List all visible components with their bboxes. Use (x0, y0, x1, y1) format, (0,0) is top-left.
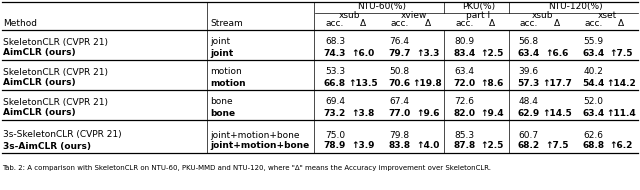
Text: 56.8: 56.8 (519, 37, 539, 47)
Text: ↑6.6: ↑6.6 (545, 48, 568, 58)
Text: PKU(%): PKU(%) (461, 2, 495, 12)
Text: 79.8: 79.8 (390, 131, 410, 139)
Text: 80.9: 80.9 (454, 37, 474, 47)
Text: 68.2: 68.2 (518, 142, 540, 150)
Text: acc.: acc. (455, 20, 474, 28)
Text: 75.0: 75.0 (325, 131, 345, 139)
Text: joint+motion+bone: joint+motion+bone (210, 131, 300, 139)
Text: AimCLR (ours): AimCLR (ours) (3, 48, 76, 58)
Text: acc.: acc. (520, 20, 538, 28)
Text: 62.9: 62.9 (518, 108, 540, 117)
Text: 69.4: 69.4 (325, 97, 345, 107)
Text: ↑3.9: ↑3.9 (351, 142, 375, 150)
Text: 62.6: 62.6 (584, 131, 604, 139)
Text: 50.8: 50.8 (390, 67, 410, 77)
Text: ↑14.5: ↑14.5 (542, 108, 572, 117)
Text: 83.4: 83.4 (453, 48, 476, 58)
Text: 54.4: 54.4 (582, 78, 605, 88)
Text: ↑17.7: ↑17.7 (542, 78, 572, 88)
Text: ↑7.5: ↑7.5 (610, 48, 633, 58)
Text: NTU-120(%): NTU-120(%) (548, 2, 602, 12)
Text: bone: bone (210, 108, 235, 117)
Text: 48.4: 48.4 (519, 97, 539, 107)
Text: joint+motion+bone: joint+motion+bone (210, 142, 309, 150)
Text: AimCLR (ours): AimCLR (ours) (3, 78, 76, 88)
Text: 68.8: 68.8 (582, 142, 604, 150)
Text: joint: joint (210, 48, 233, 58)
Text: 63.4: 63.4 (454, 67, 474, 77)
Text: ↑9.6: ↑9.6 (416, 108, 439, 117)
Text: bone: bone (210, 97, 232, 107)
Text: 63.4: 63.4 (582, 108, 605, 117)
Text: 72.6: 72.6 (454, 97, 474, 107)
Text: Δ: Δ (489, 20, 495, 28)
Text: SkeletonCLR (CVPR 21): SkeletonCLR (CVPR 21) (3, 67, 108, 77)
Text: 63.4: 63.4 (582, 48, 605, 58)
Text: xsub: xsub (339, 12, 360, 21)
Text: 83.8: 83.8 (388, 142, 411, 150)
Text: ↑4.0: ↑4.0 (416, 142, 439, 150)
Text: part I: part I (466, 12, 490, 21)
Text: ↑8.6: ↑8.6 (481, 78, 504, 88)
Text: ↑13.5: ↑13.5 (348, 78, 378, 88)
Text: 87.8: 87.8 (453, 142, 476, 150)
Text: motion: motion (210, 67, 242, 77)
Text: xsub: xsub (532, 12, 554, 21)
Text: 74.3: 74.3 (324, 48, 346, 58)
Text: SkeletonCLR (CVPR 21): SkeletonCLR (CVPR 21) (3, 97, 108, 107)
Text: Tab. 2: A comparison with SkeletonCLR on NTU-60, PKU-MMD and NTU-120, where "Δ" : Tab. 2: A comparison with SkeletonCLR on… (2, 165, 491, 171)
Text: ↑2.5: ↑2.5 (481, 48, 504, 58)
Text: 55.9: 55.9 (583, 37, 604, 47)
Text: Δ: Δ (424, 20, 431, 28)
Text: xset: xset (598, 12, 617, 21)
Text: SkeletonCLR (CVPR 21): SkeletonCLR (CVPR 21) (3, 37, 108, 47)
Text: acc.: acc. (390, 20, 409, 28)
Text: acc.: acc. (326, 20, 344, 28)
Text: 78.9: 78.9 (324, 142, 346, 150)
Text: 60.7: 60.7 (519, 131, 539, 139)
Text: Δ: Δ (360, 20, 366, 28)
Text: 67.4: 67.4 (390, 97, 410, 107)
Text: motion: motion (210, 78, 246, 88)
Text: 73.2: 73.2 (324, 108, 346, 117)
Text: Δ: Δ (618, 20, 625, 28)
Text: ↑2.5: ↑2.5 (481, 142, 504, 150)
Text: 70.6: 70.6 (388, 78, 411, 88)
Text: ↑14.2: ↑14.2 (607, 78, 636, 88)
Text: ↑19.8: ↑19.8 (413, 78, 442, 88)
Text: 63.4: 63.4 (518, 48, 540, 58)
Text: Method: Method (3, 20, 37, 28)
Text: xview: xview (401, 12, 427, 21)
Text: 39.6: 39.6 (519, 67, 539, 77)
Text: 66.8: 66.8 (324, 78, 346, 88)
Text: ↑11.4: ↑11.4 (607, 108, 636, 117)
Text: joint: joint (210, 37, 230, 47)
Text: 79.7: 79.7 (388, 48, 411, 58)
Text: Δ: Δ (554, 20, 560, 28)
Text: ↑9.4: ↑9.4 (481, 108, 504, 117)
Text: ↑7.5: ↑7.5 (545, 142, 568, 150)
Text: 72.0: 72.0 (453, 78, 476, 88)
Text: ↑3.8: ↑3.8 (351, 108, 374, 117)
Text: 3s-SkeletonCLR (CVPR 21): 3s-SkeletonCLR (CVPR 21) (3, 131, 122, 139)
Text: 52.0: 52.0 (584, 97, 604, 107)
Text: 53.3: 53.3 (325, 67, 345, 77)
Text: acc.: acc. (584, 20, 603, 28)
Text: ↑6.0: ↑6.0 (351, 48, 374, 58)
Text: NTU-60(%): NTU-60(%) (357, 2, 406, 12)
Text: 85.3: 85.3 (454, 131, 474, 139)
Text: 3s-AimCLR (ours): 3s-AimCLR (ours) (3, 142, 91, 150)
Text: 57.3: 57.3 (518, 78, 540, 88)
Text: ↑3.3: ↑3.3 (416, 48, 439, 58)
Text: 77.0: 77.0 (388, 108, 411, 117)
Text: 40.2: 40.2 (584, 67, 604, 77)
Text: 76.4: 76.4 (390, 37, 410, 47)
Text: 68.3: 68.3 (325, 37, 345, 47)
Text: Stream: Stream (210, 20, 243, 28)
Text: AimCLR (ours): AimCLR (ours) (3, 108, 76, 117)
Text: 82.0: 82.0 (453, 108, 475, 117)
Text: ↑6.2: ↑6.2 (610, 142, 633, 150)
